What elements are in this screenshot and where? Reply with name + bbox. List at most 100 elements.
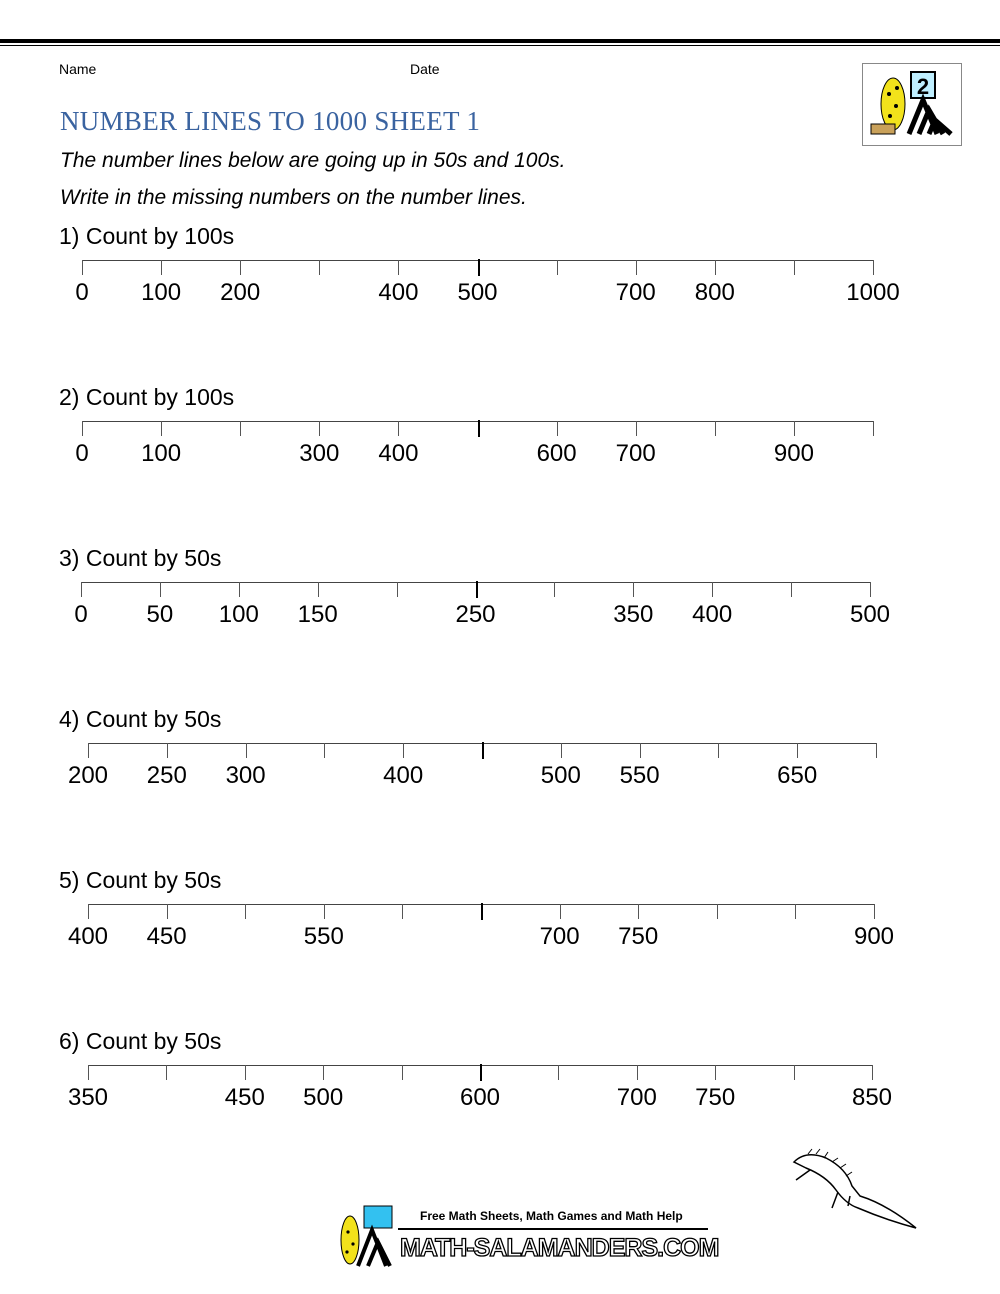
number-line-tick [324,743,325,758]
number-line-tick [715,421,716,436]
number-line-tick [870,582,871,597]
missing-number-blank[interactable] [851,762,901,788]
number-line-tick [82,421,83,436]
number-label: 700 [539,923,580,950]
name-label: Name [59,61,97,77]
number-line-tick [167,904,168,919]
footer-divider [398,1228,708,1230]
number-line-tick [481,903,483,920]
number-line-tick [398,260,399,275]
instruction-2: Write in the missing numbers on the numb… [60,186,527,209]
number-line-tick [873,260,874,275]
number-line-axis [82,421,873,422]
number-line-tick [482,742,484,759]
number-line-tick [715,260,716,275]
number-line-tick [240,260,241,275]
number-label: 0 [74,601,88,628]
number-line-problem: 1) Count by 100s 0 100 200 400 500 700 800 1000 [0,223,1000,387]
number-label: 500 [849,601,891,628]
footer-site-name: MATH-SALAMANDERS.COM [399,1233,720,1262]
missing-number-blank[interactable] [453,440,503,466]
number-line-tick [794,260,795,275]
number-label: 900 [773,440,814,467]
number-label: 500 [303,1084,344,1111]
number-line-tick [245,904,246,919]
number-line-tick [88,904,89,919]
footer-logo [328,1204,398,1268]
number-label: 400 [378,440,419,467]
number-line-tick [557,260,558,275]
number-line-tick [319,421,320,436]
missing-number-blank[interactable] [529,601,579,627]
number-label: 100 [141,440,182,467]
number-line-tick [402,904,403,919]
number-line-tick [82,260,83,275]
number-line-tick [319,260,320,275]
number-label: 650 [777,762,818,789]
number-line-tick [397,582,398,597]
grade-logo: 2 [862,63,962,146]
missing-number-blank[interactable] [769,279,819,305]
number-line-tick [239,582,240,597]
number-line-problem: 4) Count by 50s 200 250 300 400 500 550 650 [0,706,1000,870]
number-line-tick [872,1065,873,1080]
missing-number-blank[interactable] [769,1084,819,1110]
number-label: 100 [141,279,182,306]
number-line-tick [715,1065,716,1080]
number-label: 100 [218,601,259,628]
number-line-tick [791,582,792,597]
missing-number-blank[interactable] [457,762,507,788]
missing-number-blank[interactable] [766,601,816,627]
number-label: 850 [851,1084,893,1111]
number-line-tick [636,421,637,436]
instruction-1: The number lines below are going up in 5… [60,149,566,172]
number-label: 750 [695,1084,736,1111]
missing-number-blank[interactable] [692,923,742,949]
missing-number-blank[interactable] [215,440,265,466]
number-line-tick [245,1065,246,1080]
number-line-tick [560,904,561,919]
number-line-tick [640,743,641,758]
missing-number-blank[interactable] [690,440,740,466]
number-line-tick [160,582,161,597]
missing-number-blank[interactable] [141,1084,191,1110]
number-line-tick [161,260,162,275]
problem-title: 2) Count by 100s [59,384,235,410]
number-line-tick [240,421,241,436]
missing-number-blank[interactable] [533,1084,583,1110]
number-label: 400 [692,601,733,628]
missing-number-blank[interactable] [770,923,820,949]
missing-number-blank[interactable] [693,762,743,788]
number-label: 450 [224,1084,265,1111]
missing-number-blank[interactable] [299,762,349,788]
number-line-tick [558,1065,559,1080]
number-label: 400 [67,923,109,950]
number-line-tick [795,904,796,919]
number-line-tick [478,420,480,437]
header-rule [0,39,1000,43]
missing-number-blank[interactable] [456,923,506,949]
missing-number-blank[interactable] [377,923,427,949]
number-line-problem: 2) Count by 100s 0 100 300 400 600 700 900 [0,384,1000,548]
number-line-problem: 6) Count by 50s 350 450 500 600 700 750 850 [0,1028,1000,1192]
missing-number-blank[interactable] [377,1084,427,1110]
number-label: 350 [67,1084,109,1111]
number-line-problem: 3) Count by 50s 0 50 100 150 250 350 400 500 [0,545,1000,709]
number-line-tick [402,1065,403,1080]
missing-number-blank[interactable] [220,923,270,949]
number-line-tick [717,904,718,919]
number-label: 800 [694,279,735,306]
number-line-tick [794,421,795,436]
number-label: 600 [459,1084,501,1111]
number-label: 200 [67,762,109,789]
missing-number-blank[interactable] [294,279,344,305]
missing-number-blank[interactable] [848,440,898,466]
missing-number-blank[interactable] [372,601,422,627]
number-label: 700 [615,279,656,306]
page-title: NUMBER LINES TO 1000 SHEET 1 [60,106,481,136]
number-line-tick [554,582,555,597]
number-label: 0 [75,279,89,306]
missing-number-blank[interactable] [532,279,582,305]
number-line-tick [718,743,719,758]
number-line-tick [324,904,325,919]
